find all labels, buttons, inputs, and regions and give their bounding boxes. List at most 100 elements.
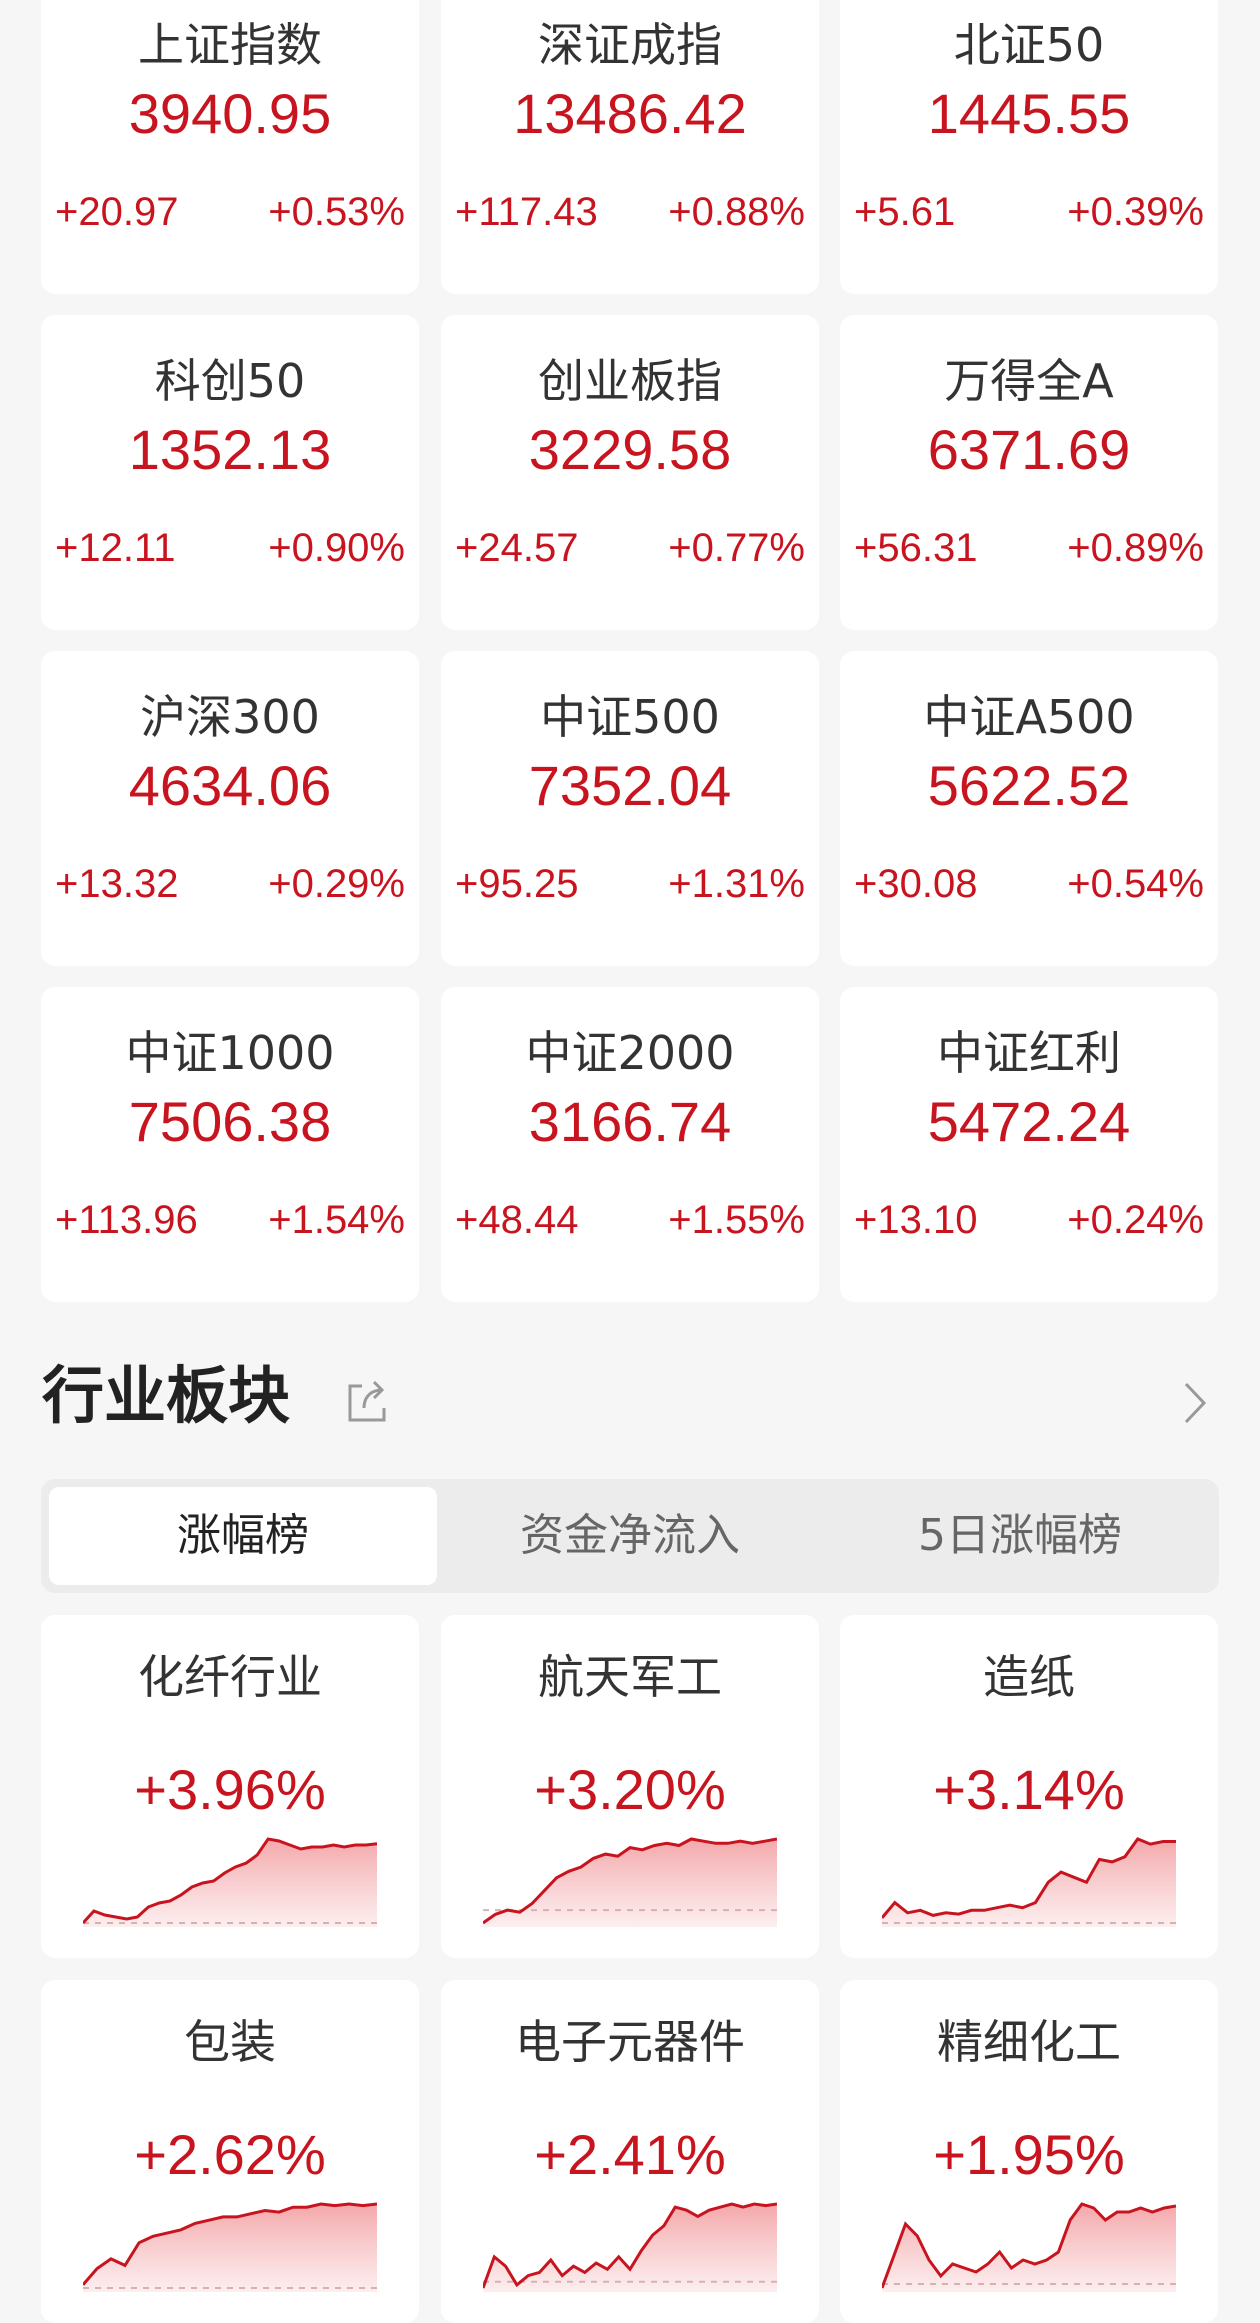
- sparkline-line: [83, 2202, 377, 2286]
- chevron-right-icon[interactable]: [1180, 1380, 1210, 1426]
- index-value: 3940.95: [128, 82, 332, 145]
- index-card[interactable]: 中证2000 3166.74 +48.44 +1.55%: [441, 987, 819, 1302]
- index-value: 1445.55: [927, 82, 1131, 145]
- index-value: 3166.74: [528, 1090, 732, 1153]
- index-change-pct: +0.77%: [668, 526, 805, 570]
- index-card[interactable]: 中证红利 5472.24 +13.10 +0.24%: [840, 987, 1218, 1302]
- sector-card[interactable]: 化纤行业 +3.96%: [41, 1615, 419, 1958]
- sector-change-pct: +2.62%: [134, 2123, 326, 2186]
- index-name: 中证A500: [923, 690, 1135, 744]
- index-change: +12.11: [55, 526, 176, 570]
- index-change-pct: +1.54%: [268, 1198, 405, 1242]
- sector-card[interactable]: 精细化工 +1.95%: [840, 1980, 1218, 2323]
- index-change: +13.32: [55, 862, 179, 906]
- index-card[interactable]: 科创50 1352.13 +12.11 +0.90%: [41, 315, 419, 630]
- sector-name: 精细化工: [937, 2015, 1121, 2069]
- index-name: 中证红利: [937, 1026, 1121, 1080]
- index-card[interactable]: 深证成指 13486.42 +117.43 +0.88%: [441, 0, 819, 294]
- section-title: 行业板块: [42, 1359, 291, 1432]
- index-card[interactable]: 上证指数 3940.95 +20.97 +0.53%: [41, 0, 419, 294]
- index-change-pct: +1.31%: [668, 862, 805, 906]
- index-name: 深证成指: [538, 18, 722, 72]
- index-change-pct: +0.24%: [1067, 1198, 1204, 1242]
- index-name: 沪深300: [140, 690, 320, 744]
- index-change: +117.43: [455, 190, 598, 234]
- sector-name: 化纤行业: [138, 1650, 322, 1704]
- sparkline-area: [882, 2204, 1176, 2292]
- sparkline-area: [483, 2204, 777, 2292]
- sparkline-area: [483, 1839, 777, 1927]
- index-value: 13486.42: [513, 82, 747, 145]
- index-name: 科创50: [154, 354, 306, 408]
- sector-change-pct: +3.20%: [534, 1758, 726, 1821]
- index-card[interactable]: 万得全A 6371.69 +56.31 +0.89%: [840, 315, 1218, 630]
- index-change-pct: +0.39%: [1067, 190, 1204, 234]
- index-value: 5472.24: [927, 1090, 1131, 1153]
- index-value: 6371.69: [927, 418, 1131, 481]
- sector-card[interactable]: 包装 +2.62%: [41, 1980, 419, 2323]
- sparkline-line: [483, 1837, 777, 1925]
- sparkline-line: [882, 2202, 1176, 2289]
- index-value: 7506.38: [128, 1090, 332, 1153]
- sector-name: 航天军工: [538, 1650, 722, 1704]
- index-change: +95.25: [455, 862, 579, 906]
- index-change: +24.57: [455, 526, 579, 570]
- index-card[interactable]: 创业板指 3229.58 +24.57 +0.77%: [441, 315, 819, 630]
- share-icon[interactable]: [344, 1378, 392, 1426]
- index-name: 创业板指: [538, 354, 722, 408]
- index-card[interactable]: 中证1000 7506.38 +113.96 +1.54%: [41, 987, 419, 1302]
- sector-card[interactable]: 电子元器件 +2.41%: [441, 1980, 819, 2323]
- index-name: 上证指数: [138, 18, 322, 72]
- index-value: 7352.04: [528, 754, 732, 817]
- sparkline-area: [83, 1839, 377, 1927]
- tab-net-inflow[interactable]: 资金净流入: [520, 1510, 740, 1561]
- sparkline-chart: [483, 1837, 777, 1927]
- index-change-pct: +0.90%: [268, 526, 405, 570]
- index-name: 中证1000: [125, 1026, 335, 1080]
- index-value: 1352.13: [128, 418, 332, 481]
- sparkline-chart: [83, 2202, 377, 2292]
- index-name: 中证500: [540, 690, 720, 744]
- sector-card[interactable]: 航天军工 +3.20%: [441, 1615, 819, 1958]
- sector-name: 包装: [184, 2015, 276, 2069]
- sparkline-chart: [483, 2202, 777, 2292]
- index-value: 3229.58: [528, 418, 732, 481]
- sparkline-line: [882, 1837, 1176, 1919]
- index-name: 中证2000: [525, 1026, 735, 1080]
- tab-5day-gainers[interactable]: 5日涨幅榜: [918, 1510, 1122, 1561]
- index-change-pct: +0.53%: [268, 190, 405, 234]
- index-change: +5.61: [854, 190, 956, 234]
- sector-change-pct: +3.14%: [933, 1758, 1125, 1821]
- sector-card[interactable]: 造纸 +3.14%: [840, 1615, 1218, 1958]
- index-card[interactable]: 中证A500 5622.52 +30.08 +0.54%: [840, 651, 1218, 966]
- tab-gainers[interactable]: 涨幅榜: [49, 1487, 437, 1585]
- index-change-pct: +0.54%: [1067, 862, 1204, 906]
- index-card[interactable]: 北证50 1445.55 +5.61 +0.39%: [840, 0, 1218, 294]
- sparkline-chart: [882, 2202, 1176, 2292]
- index-change-pct: +0.29%: [268, 862, 405, 906]
- sector-name: 电子元器件: [515, 2015, 745, 2069]
- sector-name: 造纸: [983, 1650, 1075, 1704]
- sparkline-chart: [83, 1837, 377, 1927]
- sector-change-pct: +3.96%: [134, 1758, 326, 1821]
- index-card[interactable]: 中证500 7352.04 +95.25 +1.31%: [441, 651, 819, 966]
- index-value: 4634.06: [128, 754, 332, 817]
- index-change: +13.10: [854, 1198, 978, 1242]
- sector-change-pct: +1.95%: [933, 2123, 1125, 2186]
- sparkline-chart: [882, 1837, 1176, 1927]
- sector-change-pct: +2.41%: [534, 2123, 726, 2186]
- index-value: 5622.52: [927, 754, 1131, 817]
- index-change-pct: +0.88%: [668, 190, 805, 234]
- index-change-pct: +1.55%: [668, 1198, 805, 1242]
- index-change: +30.08: [854, 862, 978, 906]
- index-change: +20.97: [55, 190, 179, 234]
- sparkline-area: [83, 2204, 377, 2292]
- index-name: 万得全A: [944, 354, 1114, 408]
- index-change: +48.44: [455, 1198, 579, 1242]
- sector-tabs: 涨幅榜 资金净流入 5日涨幅榜: [41, 1479, 1219, 1593]
- index-change: +113.96: [55, 1198, 198, 1242]
- sparkline-line: [483, 2202, 777, 2289]
- index-change: +56.31: [854, 526, 978, 570]
- index-change-pct: +0.89%: [1067, 526, 1204, 570]
- index-card[interactable]: 沪深300 4634.06 +13.32 +0.29%: [41, 651, 419, 966]
